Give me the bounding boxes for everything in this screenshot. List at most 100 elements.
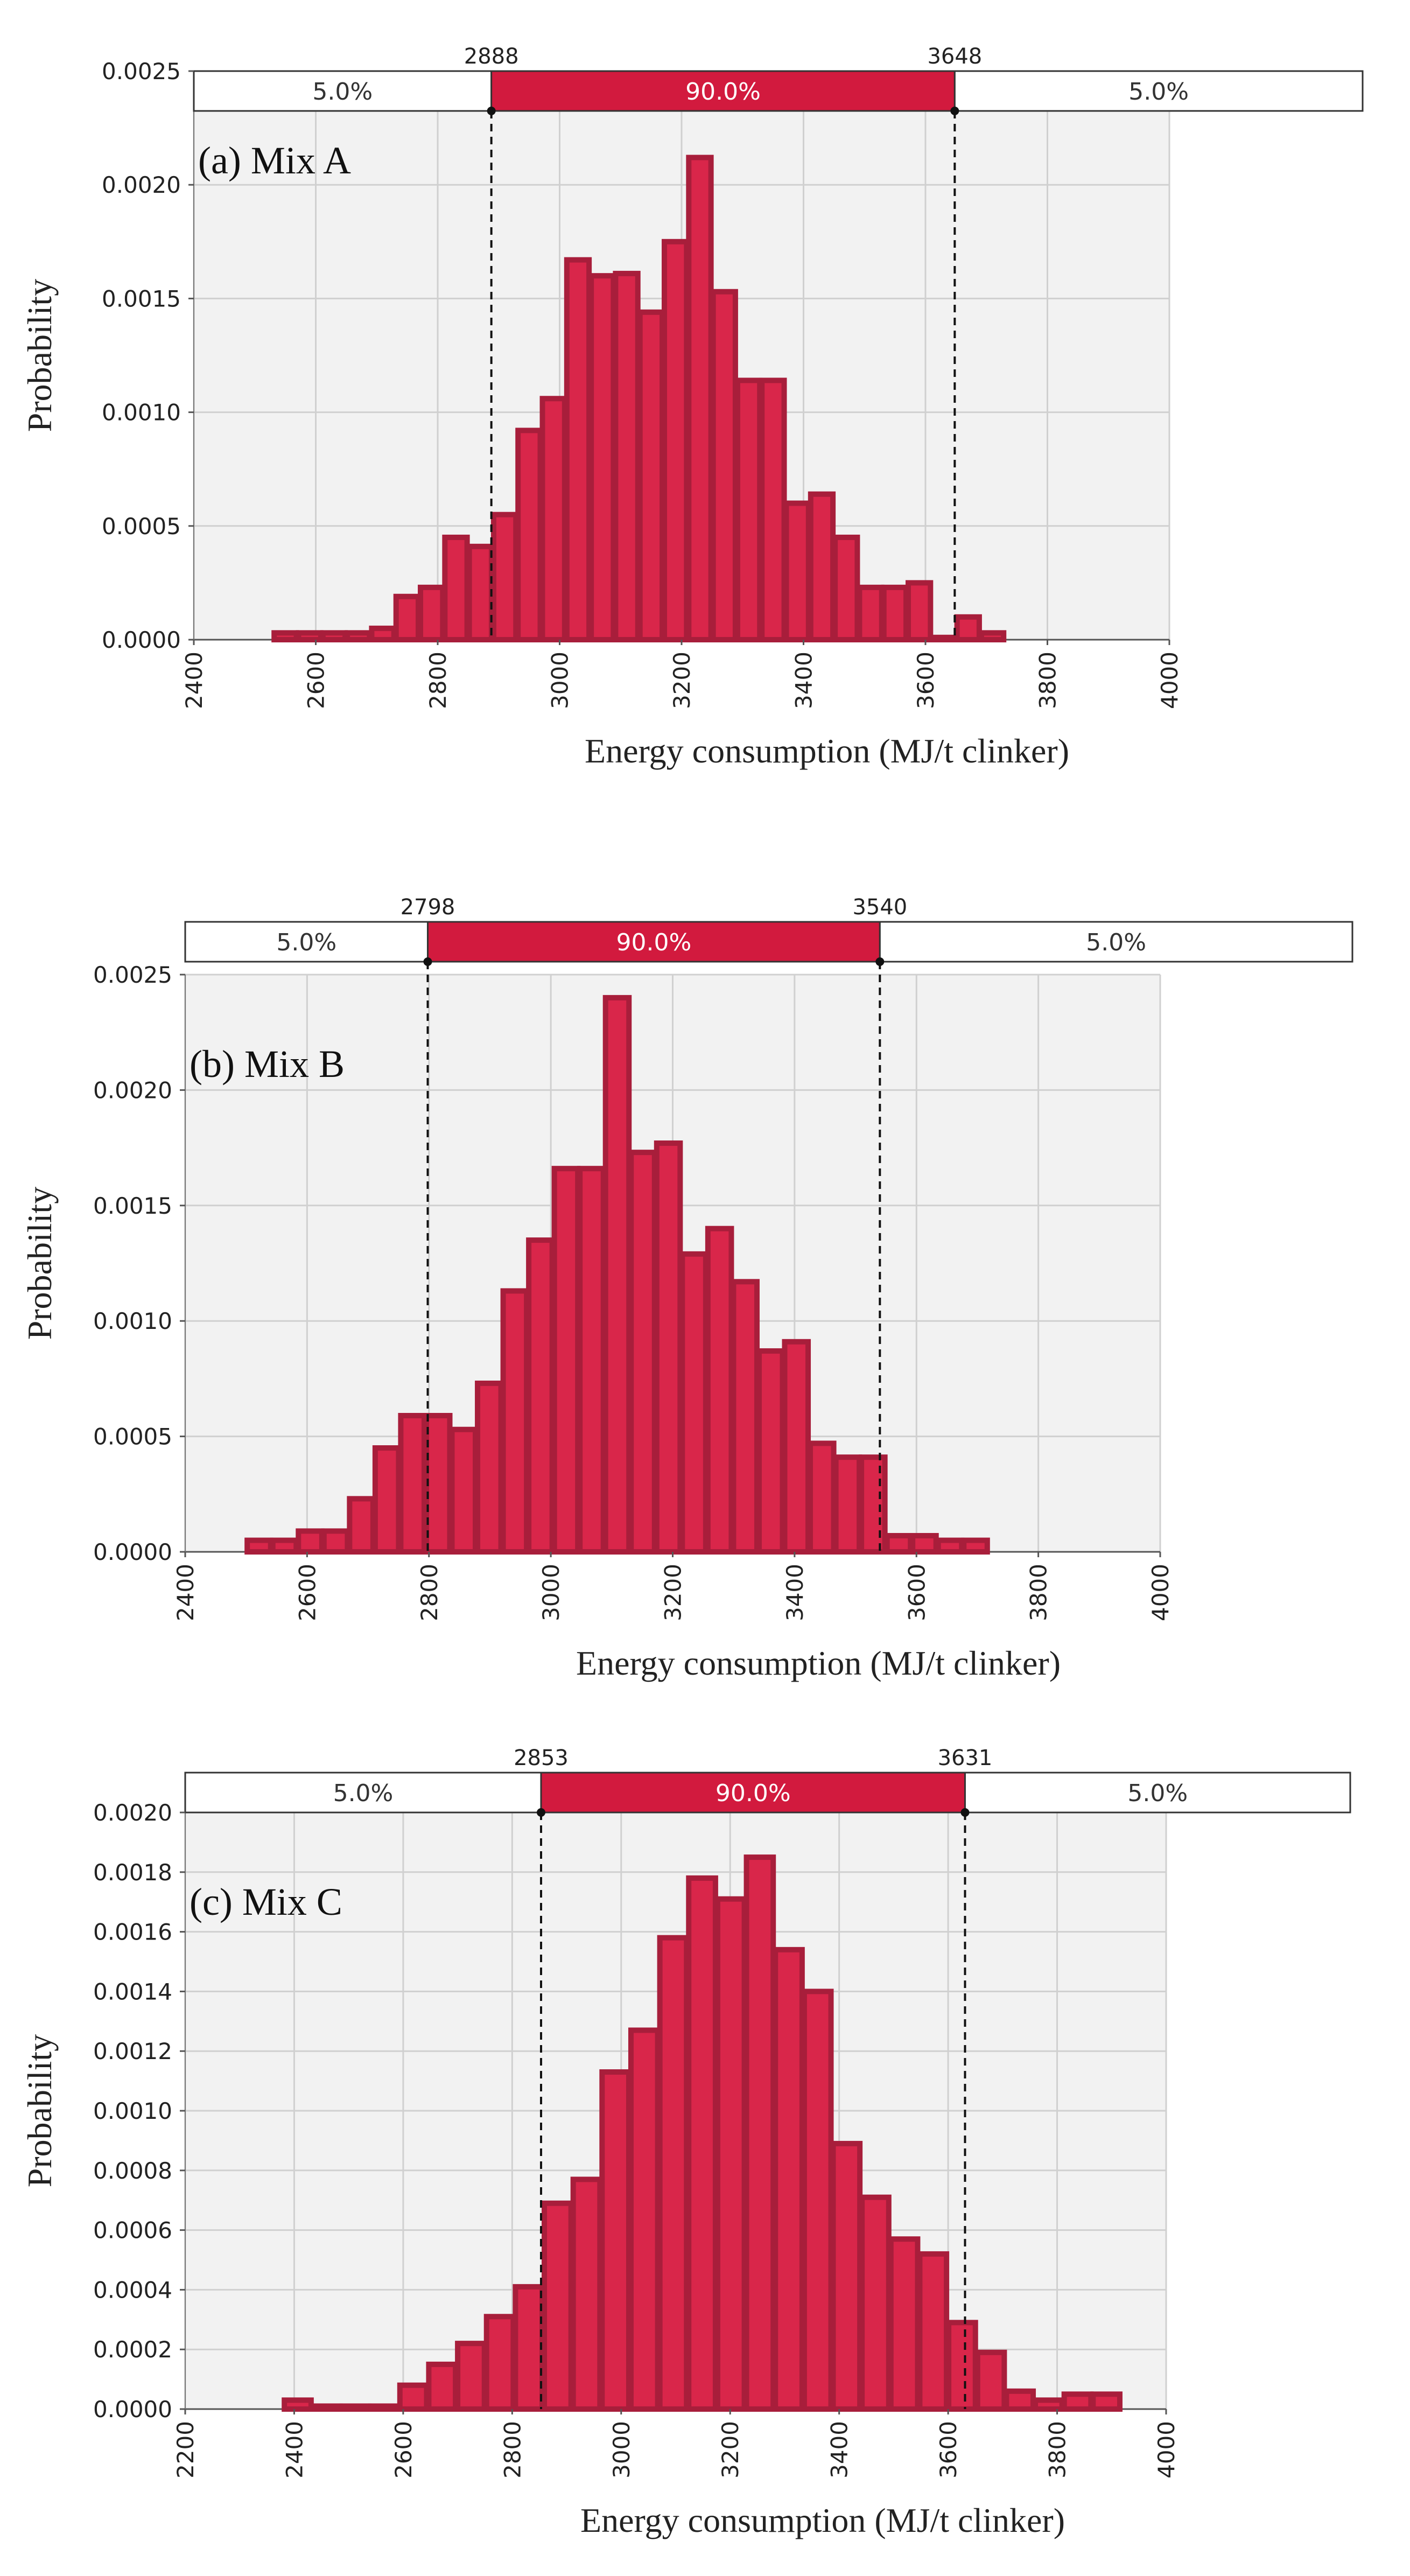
y-tick-label: 0.0008 (93, 2158, 172, 2184)
lower-percentile-label: 2853 (514, 1746, 569, 1770)
histogram-bar (946, 2320, 978, 2412)
histogram-bar (570, 2176, 603, 2412)
x-tick-label: 2400 (172, 1564, 199, 1621)
histogram-bar (930, 634, 958, 643)
x-axis-title: Energy consumption (MJ/t clinker) (576, 1644, 1061, 1682)
histogram-bar (859, 1454, 888, 1555)
upper-percentile-marker (950, 107, 959, 115)
band-right-segment (964, 1772, 1351, 1814)
band-middle-percent: 90.0% (685, 78, 761, 106)
histogram-bar (961, 1537, 990, 1555)
histogram-bar (345, 630, 373, 643)
band-right-percent: 5.0% (1128, 78, 1189, 106)
upper-percentile-label: 3540 (852, 895, 907, 920)
x-tick-label: 3600 (903, 1564, 930, 1621)
upper-percentile-label: 3631 (938, 1746, 993, 1770)
histogram-bar (917, 2251, 950, 2412)
y-axis-title: Probability (20, 279, 59, 432)
histogram-bar (637, 309, 665, 642)
x-tick-label: 3800 (1026, 1564, 1052, 1621)
histogram-bar (393, 593, 422, 643)
x-tick-labels: 2400 2600 2800 3000 3200 3400 3600 3800 4000 (181, 640, 1183, 709)
lower-percentile-marker (423, 957, 432, 966)
histogram-bar (1004, 2388, 1036, 2412)
y-tick-label: 0.0000 (102, 627, 181, 653)
histogram-bar (881, 584, 909, 643)
y-tick-label: 0.0012 (93, 2038, 172, 2064)
histogram-bar (859, 2194, 892, 2412)
histogram-bar (296, 1528, 325, 1555)
band-right-percent: 5.0% (1127, 1780, 1188, 1807)
histogram-bar (808, 491, 836, 642)
histogram-bar (628, 1150, 657, 1555)
y-tick-label: 0.0004 (93, 2277, 172, 2303)
histogram-bar (1033, 2397, 1065, 2412)
histogram-bar (686, 155, 714, 642)
band-left-percent: 5.0% (333, 1780, 394, 1807)
y-axis-title: Probability (20, 2034, 59, 2187)
panel-label: (a) Mix A (198, 139, 351, 182)
x-tick-label: 3200 (669, 652, 695, 709)
histogram-bar (321, 1528, 350, 1555)
histogram-bar (888, 2236, 921, 2412)
histogram-bar (686, 1875, 718, 2412)
x-tick-label: 2200 (172, 2421, 199, 2479)
histogram-bar (654, 1140, 683, 1555)
band-left-segment (184, 921, 429, 963)
x-tick-label: 2600 (294, 1564, 320, 1621)
y-tick-label: 0.0014 (93, 1978, 172, 2005)
histogram-bar (657, 1935, 690, 2412)
x-axis-title: Energy consumption (MJ/t clinker) (580, 2501, 1065, 2539)
chart-panel-2: 5.0% 90.0% 5.0%2798 35400.00000.00050.00100… (20, 895, 1353, 1682)
y-tick-labels: 0.0000 0.0005 0.0010 0.0015 0.0020 0.0025 (102, 58, 194, 653)
histogram-bars (271, 155, 1007, 643)
histogram-bar (423, 1413, 453, 1555)
x-tick-label: 3800 (1035, 652, 1061, 709)
histogram-bar (613, 270, 641, 643)
band-left-segment (184, 1772, 542, 1814)
histogram-bar (310, 2403, 343, 2412)
chart-panel-3: 5.0% 90.0% 5.0%2853 36310.00000.00020.00040… (20, 1746, 1351, 2539)
y-tick-label: 0.0002 (93, 2336, 172, 2363)
histogram-bar (734, 377, 763, 642)
histogram-bar (490, 512, 519, 642)
upper-percentile-marker (960, 1808, 970, 1817)
x-tick-label: 3600 (913, 652, 939, 709)
histogram-bar (935, 1537, 965, 1555)
x-tick-label: 4000 (1147, 1564, 1174, 1621)
y-tick-label: 0.0005 (102, 513, 181, 540)
histogram-bar (588, 273, 616, 642)
histogram-bar (426, 2361, 459, 2412)
histogram-bar (743, 1854, 776, 2412)
histogram-bar (551, 1166, 581, 1555)
y-tick-label: 0.0016 (93, 1919, 172, 1945)
histogram-bar (833, 1454, 862, 1555)
histogram-bar (679, 1251, 708, 1555)
x-tick-label: 4000 (1153, 2421, 1180, 2479)
x-tick-labels: 2200 2400 2600 2800 3000 3200 3400 3600 3800 4000 (172, 2409, 1180, 2479)
histogram-bar (857, 584, 885, 643)
y-tick-labels: 0.0000 0.0005 0.0010 0.0015 0.0020 0.0025 (93, 962, 185, 1565)
histogram-bar (783, 500, 811, 642)
histogram-bar (910, 1532, 939, 1555)
histogram-bar (974, 2349, 1007, 2412)
y-tick-label: 0.0020 (93, 1077, 172, 1103)
histogram-bar (731, 1279, 760, 1555)
panel-label: (c) Mix C (190, 1880, 342, 1923)
x-tick-label: 3400 (826, 2421, 853, 2479)
histogram-bar (320, 630, 348, 643)
histogram-bar (542, 2200, 574, 2412)
band-middle-percent: 90.0% (616, 929, 692, 956)
x-tick-label: 3000 (608, 2421, 635, 2479)
histogram-bar (455, 2341, 487, 2412)
y-axis-title: Probability (20, 1187, 59, 1340)
y-tick-label: 0.0000 (93, 2396, 172, 2423)
y-tick-label: 0.0025 (93, 962, 172, 988)
y-tick-label: 0.0020 (102, 172, 181, 198)
histogram-bar (296, 630, 324, 643)
band-middle-segment (426, 921, 881, 963)
x-tick-label: 3600 (935, 2421, 962, 2479)
histogram-bar (418, 584, 446, 643)
histogram-bar (756, 1348, 785, 1555)
y-tick-label: 0.0005 (93, 1424, 172, 1450)
